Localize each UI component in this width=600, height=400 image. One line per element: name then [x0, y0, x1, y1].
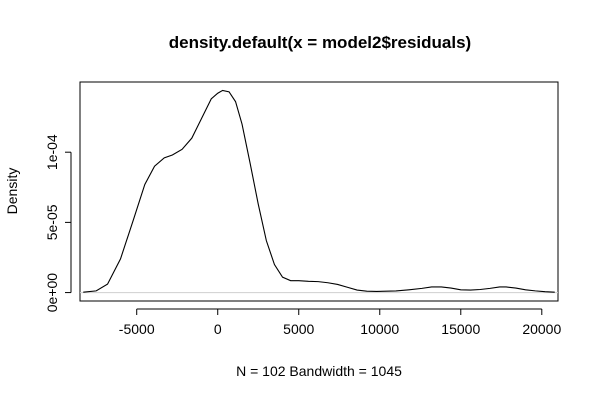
x-axis-label: N = 102 Bandwidth = 1045 — [236, 363, 402, 379]
plot-area-border — [79, 81, 559, 302]
density-curve — [83, 89, 555, 293]
x-tick-label: -5000 — [119, 321, 155, 337]
y-tick-label: 0e+00 — [44, 273, 60, 313]
y-tick-label: 1e-04 — [44, 134, 60, 170]
y-tick-label: 5e-05 — [44, 204, 60, 240]
x-tick-label: 20000 — [522, 321, 561, 337]
x-tick-label: 10000 — [360, 321, 399, 337]
x-tick-label: 0 — [214, 321, 222, 337]
chart-title: density.default(x = model2$residuals) — [169, 33, 471, 52]
x-tick-label: 5000 — [283, 321, 314, 337]
x-tick-label: 15000 — [441, 321, 480, 337]
y-axis-label: Density — [4, 168, 20, 215]
y-axis: 0e+00 5e-05 1e-04 — [44, 134, 72, 313]
x-axis: -5000 0 5000 10000 15000 20000 — [119, 308, 561, 337]
